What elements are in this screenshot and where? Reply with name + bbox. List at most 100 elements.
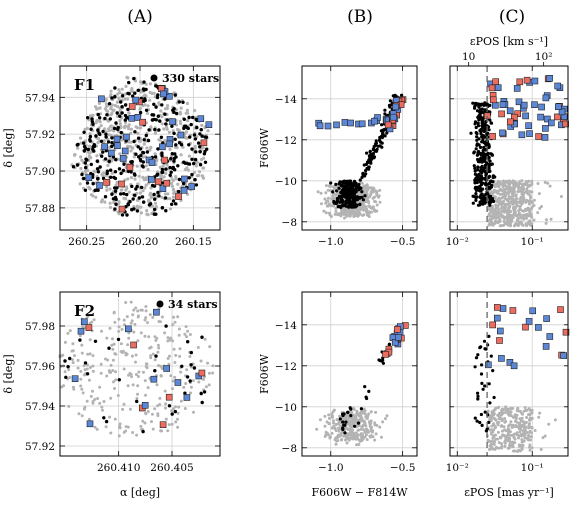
black-point — [473, 416, 477, 420]
gray-point — [526, 438, 530, 442]
black-point — [492, 395, 496, 400]
black-point — [125, 192, 129, 197]
gray-point — [511, 440, 515, 444]
gray-point — [549, 217, 553, 221]
black-point — [170, 412, 174, 416]
gray-point — [509, 200, 513, 204]
gray-point — [155, 158, 159, 162]
gray-point — [106, 109, 110, 113]
black-point — [152, 192, 156, 197]
gray-point — [361, 213, 365, 217]
black-point — [476, 397, 480, 401]
gray-point — [177, 405, 181, 409]
gray-point — [378, 200, 382, 204]
black-point — [347, 189, 351, 193]
gray-point — [367, 204, 371, 208]
gray-point — [528, 189, 532, 193]
gray-point — [362, 428, 366, 432]
gray-point — [506, 427, 510, 431]
gray-point — [355, 433, 359, 437]
gray-point — [371, 190, 375, 194]
black-point — [114, 158, 118, 162]
gray-point — [518, 410, 522, 413]
gray-point — [497, 415, 501, 419]
black-point — [380, 123, 384, 127]
gray-point — [490, 442, 493, 446]
gray-point — [145, 362, 149, 366]
gray-point — [160, 122, 164, 126]
black-point — [341, 420, 345, 424]
gray-point — [71, 385, 75, 389]
gray-point — [91, 389, 94, 393]
panel-f1-b: −1.0 −0.5 −8 −10 −12 −14 F606W — [258, 65, 418, 248]
star-marker — [114, 142, 121, 149]
gray-point — [318, 418, 322, 422]
star-marker — [499, 101, 507, 108]
gray-point — [193, 146, 197, 150]
black-point — [342, 203, 346, 207]
black-point — [110, 136, 114, 140]
black-point — [475, 419, 479, 423]
gray-point — [349, 211, 353, 215]
star-marker — [85, 174, 93, 181]
black-point — [347, 205, 351, 209]
gray-point — [530, 408, 534, 412]
y-tick-label: −10 — [275, 176, 297, 188]
black-point — [85, 158, 89, 162]
gray-point — [106, 358, 110, 362]
gray-point — [72, 153, 77, 157]
star-marker — [554, 103, 562, 110]
star-marker — [123, 133, 130, 141]
star-marker — [546, 333, 554, 340]
star-marker — [496, 327, 504, 335]
black-point — [103, 116, 107, 121]
black-point — [139, 153, 143, 158]
gray-point — [144, 183, 148, 187]
gray-point — [353, 414, 357, 418]
gray-point — [123, 97, 127, 101]
black-point — [475, 174, 479, 178]
black-point — [476, 203, 481, 207]
gray-point — [211, 364, 215, 368]
gray-point — [132, 308, 136, 312]
star-marker — [118, 180, 125, 188]
gray-point — [373, 438, 377, 442]
black-point — [85, 181, 90, 185]
x-tick-label: 10⁻¹ — [521, 236, 544, 248]
star-marker — [103, 179, 110, 186]
legend-label: 34 stars — [168, 298, 218, 311]
black-point — [475, 180, 479, 185]
gray-point — [324, 184, 328, 188]
gray-point — [365, 185, 369, 189]
gray-point — [497, 446, 501, 450]
black-point — [172, 159, 176, 163]
gray-point — [179, 399, 183, 403]
gray-point — [525, 416, 529, 419]
gray-point — [375, 192, 379, 196]
gray-point — [143, 421, 147, 425]
black-point — [97, 131, 101, 135]
black-point — [204, 135, 209, 139]
black-point — [110, 96, 114, 100]
gray-point — [490, 192, 494, 196]
black-point — [114, 202, 118, 206]
gray-point — [136, 375, 140, 378]
gray-point — [89, 156, 93, 160]
gray-point — [521, 444, 525, 447]
gray-point — [545, 218, 548, 222]
legend-marker — [156, 300, 164, 308]
black-point — [474, 125, 478, 130]
gray-point — [331, 415, 334, 419]
gray-point — [528, 194, 532, 198]
gray-point — [88, 321, 92, 325]
gray-point — [149, 145, 153, 149]
black-point — [354, 190, 358, 194]
black-point — [342, 181, 346, 185]
gray-point — [511, 445, 515, 449]
black-point — [82, 144, 87, 149]
black-point — [101, 150, 105, 154]
gray-point — [335, 192, 339, 196]
gray-point — [98, 401, 102, 405]
star-marker — [382, 351, 389, 358]
gray-point — [371, 186, 375, 190]
